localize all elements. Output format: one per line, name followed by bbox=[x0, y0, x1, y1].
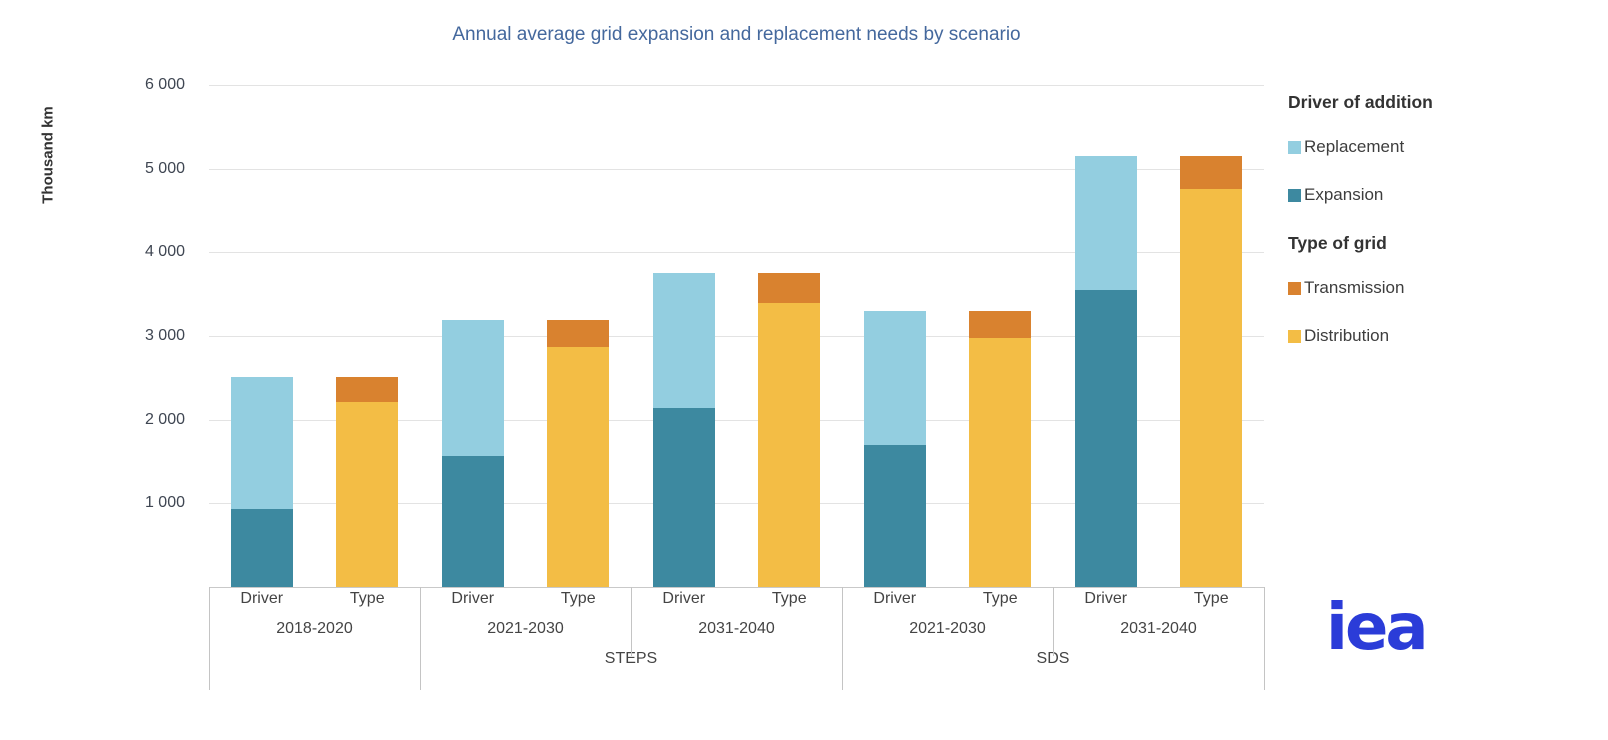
y-tick-label-6000: 6 000 bbox=[144, 75, 185, 93]
gridline-5000 bbox=[209, 168, 1264, 170]
stacked-bar-driver-0 bbox=[230, 376, 293, 587]
chart-title: Annual average grid expansion and replac… bbox=[452, 24, 1021, 45]
stacked-bar-driver-3 bbox=[863, 310, 926, 587]
stacked-bar-type-4 bbox=[1180, 155, 1243, 587]
legend-swatch-transmission bbox=[1288, 281, 1301, 295]
x-bar-label-driver-1: Driver bbox=[451, 590, 495, 607]
y-tick-label-4000: 4 000 bbox=[144, 243, 185, 261]
x-period-label-0: 2018-2020 bbox=[276, 620, 353, 637]
bar-segment-replacement bbox=[230, 376, 293, 510]
x-axis-divider-short bbox=[1053, 587, 1054, 656]
y-tick-label-2000: 2 000 bbox=[144, 410, 185, 428]
x-period-label-2: 2031-2040 bbox=[698, 620, 775, 637]
x-bar-label-driver-4: Driver bbox=[1084, 590, 1128, 607]
x-bar-label-type-2: Type bbox=[771, 590, 807, 607]
bar-segment-distribution bbox=[758, 303, 821, 587]
bar-segment-transmission bbox=[758, 273, 821, 304]
x-period-label-4: 2031-2040 bbox=[1120, 620, 1197, 637]
legend-header-0: Driver of addition bbox=[1288, 92, 1433, 112]
x-bar-label-driver-2: Driver bbox=[662, 590, 706, 607]
x-period-label-1: 2021-2030 bbox=[487, 620, 564, 637]
legend-label: Expansion bbox=[1304, 185, 1384, 204]
bar-segment-transmission bbox=[336, 376, 399, 403]
legend-item-transmission: Transmission bbox=[1288, 278, 1588, 298]
legend-label: Distribution bbox=[1304, 326, 1390, 345]
stacked-bar-type-0 bbox=[336, 376, 399, 587]
bar-segment-distribution bbox=[336, 402, 399, 587]
x-period-label-3: 2021-2030 bbox=[909, 620, 986, 637]
legend-label: Transmission bbox=[1304, 278, 1405, 297]
x-axis-baseline bbox=[209, 587, 1264, 588]
legend-item-expansion: Expansion bbox=[1288, 185, 1588, 205]
stacked-bar-driver-2 bbox=[652, 273, 715, 587]
stacked-bar-type-2 bbox=[758, 273, 821, 587]
stacked-bar-driver-4 bbox=[1074, 155, 1137, 587]
bar-segment-replacement bbox=[863, 310, 926, 445]
y-axis-title: Thousand km bbox=[39, 106, 57, 204]
y-tick-label-5000: 5 000 bbox=[144, 159, 185, 177]
iea-logo: iea bbox=[1326, 591, 1429, 665]
gridline-6000 bbox=[209, 84, 1264, 86]
legend-swatch-replacement bbox=[1288, 140, 1301, 154]
x-axis-divider-long bbox=[420, 587, 421, 690]
legend-header-1: Type of grid bbox=[1288, 233, 1387, 253]
x-bar-label-type-3: Type bbox=[982, 590, 1018, 607]
bar-segment-expansion bbox=[863, 444, 926, 587]
bar-segment-expansion bbox=[652, 407, 715, 587]
bar-segment-expansion bbox=[441, 455, 504, 587]
x-bar-label-type-4: Type bbox=[1193, 590, 1229, 607]
bar-segment-transmission bbox=[547, 319, 610, 347]
bar-segment-distribution bbox=[1180, 188, 1243, 587]
bar-segment-transmission bbox=[969, 310, 1032, 338]
gridline-3000 bbox=[209, 335, 1264, 337]
bar-segment-replacement bbox=[441, 319, 504, 456]
x-bar-label-type-0: Type bbox=[349, 590, 385, 607]
bar-segment-expansion bbox=[230, 509, 293, 587]
stacked-bar-type-3 bbox=[969, 310, 1032, 587]
y-tick-label-3000: 3 000 bbox=[144, 326, 185, 344]
stacked-bar-driver-1 bbox=[441, 319, 504, 587]
legend-item-distribution: Distribution bbox=[1288, 326, 1588, 346]
bar-segment-expansion bbox=[1074, 289, 1137, 587]
bar-segment-replacement bbox=[652, 273, 715, 408]
x-scenario-label-sds: SDS bbox=[1036, 650, 1070, 667]
bar-segment-distribution bbox=[547, 346, 610, 587]
x-axis-divider-short bbox=[631, 587, 632, 656]
x-bar-label-driver-0: Driver bbox=[240, 590, 284, 607]
gridline-4000 bbox=[209, 252, 1264, 254]
bar-segment-transmission bbox=[1180, 155, 1243, 189]
gridline-2000 bbox=[209, 419, 1264, 421]
bar-segment-distribution bbox=[969, 337, 1032, 587]
x-bar-label-type-1: Type bbox=[560, 590, 596, 607]
bar-segment-replacement bbox=[1074, 155, 1137, 290]
stacked-bar-type-1 bbox=[547, 319, 610, 587]
gridline-1000 bbox=[209, 503, 1264, 505]
x-axis-divider-long bbox=[842, 587, 843, 690]
x-axis-divider-long bbox=[1264, 587, 1265, 690]
legend-item-replacement: Replacement bbox=[1288, 137, 1588, 157]
legend-label: Replacement bbox=[1304, 137, 1405, 156]
x-axis-divider-long bbox=[209, 587, 210, 690]
legend-swatch-distribution bbox=[1288, 329, 1301, 343]
y-tick-label-1000: 1 000 bbox=[144, 494, 185, 512]
x-scenario-label-steps: STEPS bbox=[604, 650, 658, 667]
legend-swatch-expansion bbox=[1288, 188, 1301, 202]
x-bar-label-driver-3: Driver bbox=[873, 590, 917, 607]
chart-legend: Driver of addition Replacement Expansion Ty… bbox=[1288, 92, 1588, 374]
